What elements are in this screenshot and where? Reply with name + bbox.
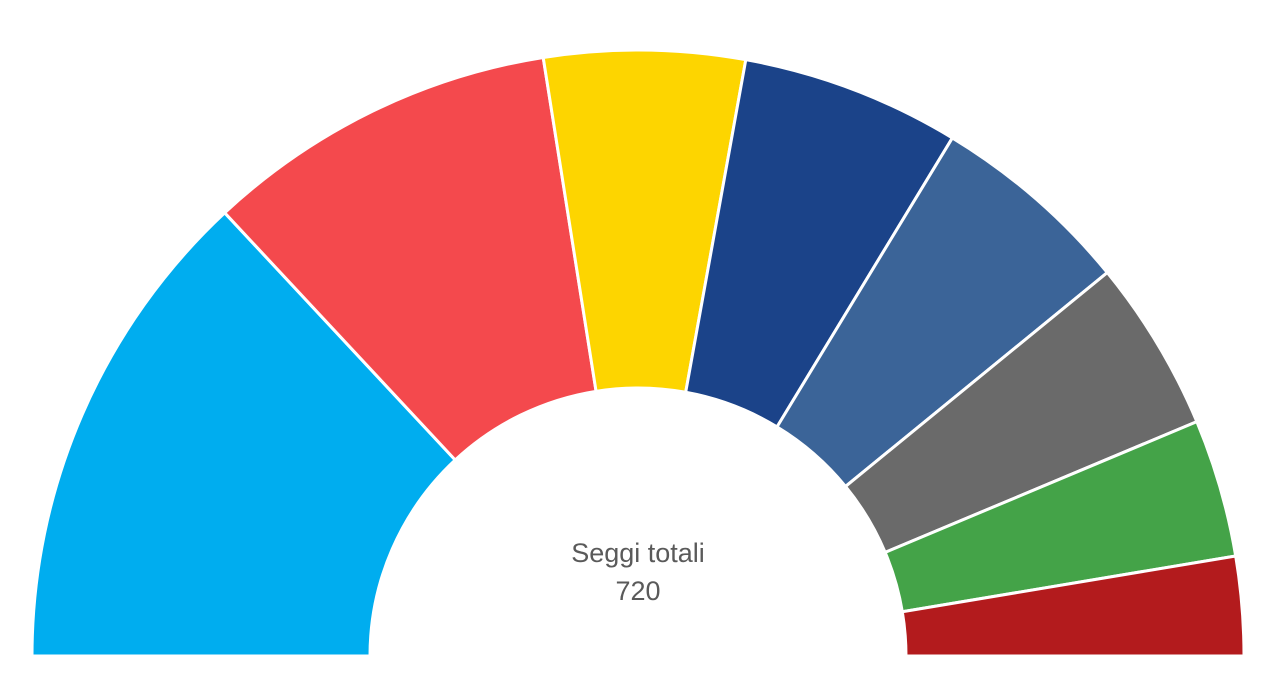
total-seats-label: Seggi totali 720: [488, 534, 788, 610]
seat-slice-8: [900, 554, 1246, 658]
seat-slices: [30, 48, 1246, 658]
total-seats-caption: Seggi totali: [571, 538, 705, 568]
seat-slice-1: [30, 211, 457, 658]
seat-slice-2: [223, 55, 598, 462]
total-seats-value: 720: [615, 576, 661, 606]
